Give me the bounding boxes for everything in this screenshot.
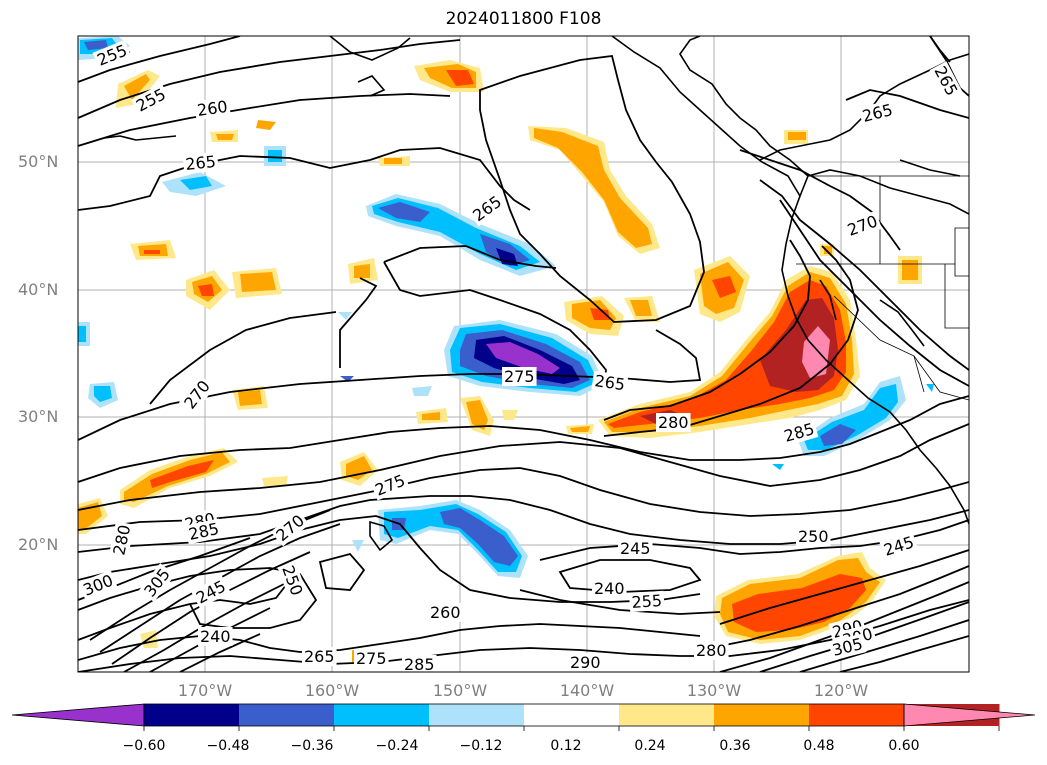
contour-label-background [131, 83, 171, 117]
lon-label-120w: 120°W [813, 681, 869, 700]
contour-label-background [182, 151, 219, 175]
contour-label: 280 [658, 413, 689, 432]
lat-label-50n: 50°N [18, 152, 59, 171]
contour-label-background [656, 413, 691, 432]
colorbar-tick-label: −0.24 [375, 738, 419, 754]
contour-label-background [779, 418, 819, 447]
contour-label: 285 [404, 655, 435, 674]
colorbar-tick-label: 0.12 [550, 738, 582, 754]
colorbar-segment [429, 704, 525, 726]
contour-label-background [879, 531, 919, 561]
colorbar-tick-label: 0.36 [719, 738, 751, 754]
contour-label-background [92, 39, 132, 71]
colorbar-tick-label: −0.36 [290, 738, 334, 754]
contour-label: 265 [184, 152, 216, 174]
contour-label: 255 [631, 591, 663, 612]
colorbar-segment [809, 704, 905, 726]
colorbar-tick-label: −0.60 [122, 738, 166, 754]
contour-label-background [184, 518, 223, 545]
colorbar-segment [714, 704, 810, 726]
contour-label: 290 [570, 653, 601, 672]
contour-label: 265 [593, 371, 626, 394]
colorbar-tick-label: 0.24 [634, 738, 666, 754]
lon-label-160w: 160°W [304, 681, 360, 700]
contour-label: 250 [798, 527, 829, 546]
lat-label-30n: 30°N [18, 407, 59, 426]
contour-label-background [108, 521, 135, 559]
contour-label: 260 [430, 603, 461, 622]
contour-label: 245 [620, 539, 651, 558]
contour-label-background [138, 563, 176, 603]
colorbar [11, 703, 1036, 731]
contour-label-background [467, 190, 507, 227]
lon-label-130w: 130°W [686, 681, 742, 700]
lat-label-40n: 40°N [18, 280, 59, 299]
colorbar-extend-low [11, 703, 145, 727]
contour-label-background [198, 627, 233, 646]
contour-label-background [842, 210, 882, 241]
contour-label-background [502, 367, 537, 386]
colorbar-segment [334, 704, 430, 726]
colorbar-tick-label: 0.60 [888, 738, 920, 754]
contour-label-background [354, 649, 389, 668]
contour-label-background [370, 469, 410, 501]
contour-label: 265 [304, 647, 335, 666]
contour-label-background [929, 61, 963, 101]
colorbar-tick-label: 0.48 [803, 738, 835, 754]
lon-label-170w: 170°W [177, 681, 233, 700]
contour-label-background [302, 647, 337, 666]
contour-label-background [270, 509, 310, 547]
contour-label-background [592, 579, 627, 598]
contour-label: 280 [696, 641, 727, 660]
contour-label-background [78, 569, 118, 601]
colorbar-segment [524, 704, 620, 726]
contour-label-background [428, 603, 463, 622]
contour-label: 240 [594, 579, 625, 598]
contour-label-background [191, 575, 231, 609]
map-title: 2024011800 F108 [445, 9, 602, 29]
colorbar-segment [239, 704, 335, 726]
contour-label-background [628, 590, 665, 613]
contour-label-background [858, 99, 897, 127]
contour-label: 275 [504, 367, 535, 386]
colorbar-segment [144, 704, 240, 726]
contour-label-background [193, 96, 231, 121]
state-borders [796, 175, 969, 401]
colorbar-tick-label: −0.12 [459, 738, 503, 754]
lon-label-150w: 150°W [432, 681, 488, 700]
contour-label-background [402, 655, 437, 672]
contour-label-background [568, 653, 603, 672]
lon-label-140w: 140°W [559, 681, 615, 700]
colorbar-segment [619, 704, 715, 726]
colorbar-tick-label: −0.48 [206, 738, 250, 754]
contour-label: 260 [196, 97, 229, 120]
contour-label-background [694, 641, 729, 660]
contour-label-background [591, 370, 629, 395]
contour-label-background [796, 527, 831, 546]
contour-label-background [178, 375, 216, 415]
lat-label-20n: 20°N [18, 535, 59, 554]
map-frame [77, 35, 970, 673]
contour-label-background [277, 560, 308, 600]
contour-label-background [828, 633, 867, 661]
contour-label-background [618, 539, 653, 558]
contour-label: 275 [356, 649, 387, 668]
contour-label: 240 [200, 627, 231, 646]
